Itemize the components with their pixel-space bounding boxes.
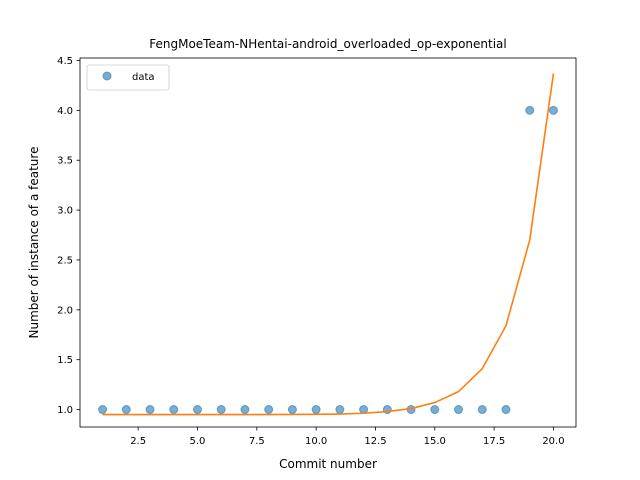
data-point [121, 405, 131, 415]
data-point [525, 105, 535, 115]
x-tick-label: 2.5 [130, 436, 146, 447]
data-point [477, 405, 487, 415]
legend-marker-data [102, 71, 112, 81]
series-layer [98, 73, 558, 416]
data-point [430, 405, 440, 415]
y-tick-label: 2.0 [57, 305, 73, 316]
x-tick-label: 5.0 [190, 436, 206, 447]
y-axis-ticks: 1.0 1.5 2.0 2.5 3.0 3.5 4.0 4.5 [57, 56, 80, 416]
data-point [548, 105, 558, 115]
plot-area [79, 57, 577, 428]
y-tick-label: 1.0 [57, 405, 73, 416]
data-point [216, 405, 226, 415]
plot-frame [79, 57, 577, 428]
y-tick-label: 1.5 [57, 355, 73, 366]
x-axis-ticks: 2.5 5.0 7.5 10.0 12.5 15.0 17.5 20.0 [130, 427, 565, 447]
x-tick-label: 15.0 [424, 436, 446, 447]
y-axis-label: Number of instance of a feature [27, 147, 41, 339]
x-tick-label: 10.0 [305, 436, 327, 447]
legend-label-data: data [132, 72, 155, 83]
data-point [287, 405, 297, 415]
y-tick-label: 3.0 [57, 206, 73, 217]
data-point [335, 405, 345, 415]
y-tick-label: 4.5 [57, 56, 73, 67]
x-tick-label: 17.5 [483, 436, 505, 447]
x-axis-label: Commit number [279, 457, 377, 471]
data-point [240, 405, 250, 415]
fit-line [102, 73, 555, 416]
data-point [145, 405, 155, 415]
x-tick-label: 20.0 [542, 436, 564, 447]
data-point [454, 405, 464, 415]
y-tick-label: 2.5 [57, 255, 73, 266]
data-point [169, 405, 179, 415]
data-point [98, 405, 108, 415]
data-point [501, 405, 511, 415]
legend: data [86, 64, 170, 91]
y-tick-label: 4.0 [57, 106, 73, 117]
y-tick-label: 3.5 [57, 156, 73, 167]
legend-box [86, 64, 170, 91]
data-point [311, 405, 321, 415]
chart-title: FengMoeTeam-NHentai-android_overloaded_o… [149, 37, 506, 51]
x-tick-label: 12.5 [364, 436, 386, 447]
data-point [192, 405, 202, 415]
data-point [264, 405, 274, 415]
x-tick-label: 7.5 [249, 436, 265, 447]
